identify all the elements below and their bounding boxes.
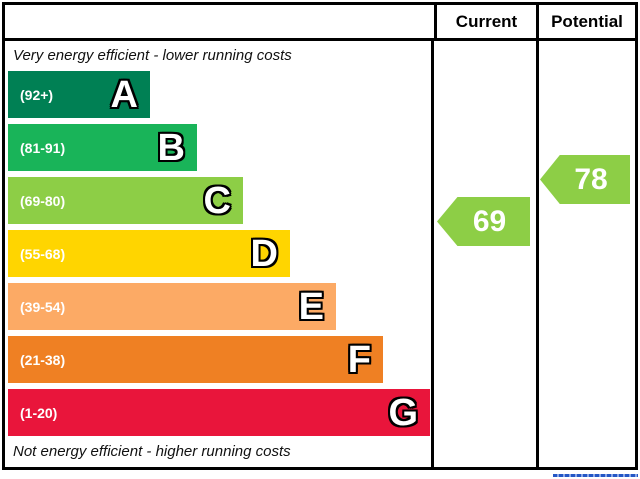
header-potential: Potential — [536, 5, 635, 38]
band-letter: B — [157, 126, 185, 169]
band-letter: F — [347, 338, 371, 381]
caption-top: Very energy efficient - lower running co… — [13, 47, 292, 64]
band-letter: E — [298, 285, 324, 328]
band-letter: A — [110, 73, 138, 116]
band-bar-f: (21-38) F — [8, 336, 383, 383]
band-range-label: (81-91) — [20, 139, 66, 156]
band-bar-e: (39-54) E — [8, 283, 336, 330]
band-range-label: (1-20) — [20, 404, 58, 421]
caption-bottom: Not energy efficient - higher running co… — [13, 443, 291, 460]
band-bar-c: (69-80) C — [8, 177, 243, 224]
bands-list: (92+) A (81-91) B (69-80) C (55-68) D — [5, 71, 431, 436]
epc-table: Current Potential Very energy efficient … — [2, 2, 638, 470]
table-body: Very energy efficient - lower running co… — [5, 41, 635, 467]
current-rating-value: 69 — [472, 204, 507, 238]
current-rating-arrow: 69 — [437, 197, 530, 246]
header-empty-cell — [5, 5, 434, 38]
band-range-label: (55-68) — [20, 245, 66, 262]
table-header-row: Current Potential — [5, 5, 635, 41]
band-bar-a: (92+) A — [8, 71, 150, 118]
header-current: Current — [434, 5, 536, 38]
band-bar-g: (1-20) G — [8, 389, 430, 436]
band-bar-b: (81-91) B — [8, 124, 197, 171]
potential-rating-arrow: 78 — [540, 155, 630, 204]
band-letter: C — [203, 179, 231, 222]
band-letter: G — [388, 391, 418, 434]
band-range-label: (21-38) — [20, 351, 66, 368]
current-column — [431, 41, 536, 467]
blue-underline-fragment — [553, 474, 638, 477]
band-letter: D — [250, 232, 278, 275]
bands-column: Very energy efficient - lower running co… — [5, 41, 431, 467]
band-range-label: (39-54) — [20, 298, 66, 315]
potential-column — [536, 41, 635, 467]
band-range-label: (69-80) — [20, 192, 66, 209]
potential-rating-value: 78 — [574, 162, 608, 196]
band-range-label: (92+) — [20, 86, 54, 103]
band-bar-d: (55-68) D — [8, 230, 290, 277]
